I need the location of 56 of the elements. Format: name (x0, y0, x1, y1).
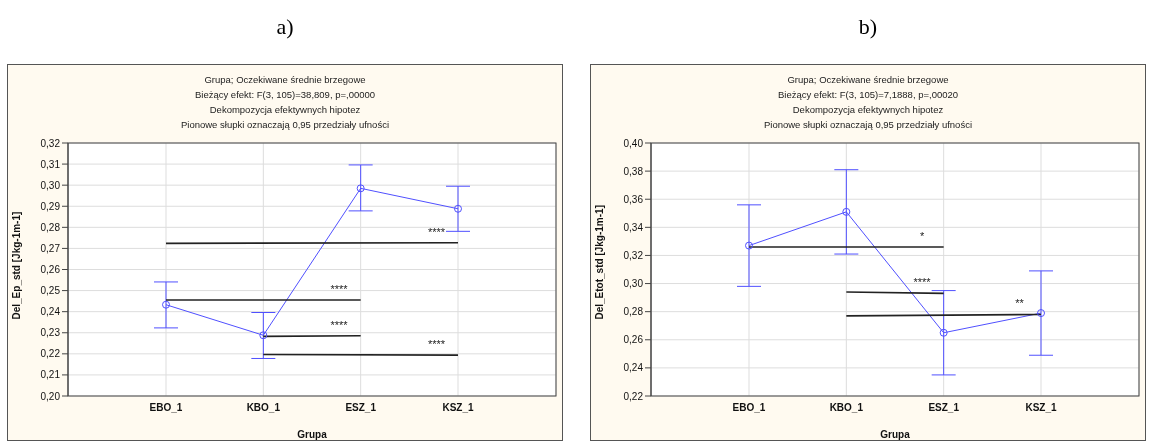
y-tick-label: 0,30 (40, 179, 61, 191)
point (259, 331, 268, 340)
annotation: **** (330, 283, 349, 296)
chart-title: Grupa; Oczekiwane średnie brzegowe (786, 73, 950, 87)
y-tick-label: 0,30 (623, 278, 644, 290)
annotation: ** (1015, 297, 1025, 310)
annotation: **** (913, 276, 932, 289)
x-tick-label: KBO_1 (829, 402, 864, 414)
y-tick-label: 0,25 (40, 285, 61, 297)
y-tick-label: 0,23 (40, 327, 61, 339)
y-tick-label: 0,24 (623, 362, 644, 374)
point (939, 328, 948, 337)
annotation: * (919, 230, 925, 243)
y-axis-title: Del_Etot_std [Jkg-1m-1] (593, 205, 605, 320)
y-tick-label: 0,40 (623, 137, 644, 149)
chart-subtitle: Bieżący efekt: F(3, 105)=38,809, p=,00000 Dekompozycja efektywnych hipotez Pionowe słupki oznaczają 0,95 przedziały ufności (179, 88, 391, 132)
x-tick-label: ESZ_1 (345, 402, 377, 414)
y-tick-label: 0,26 (623, 334, 644, 346)
point (842, 207, 851, 216)
point (356, 184, 365, 193)
point (454, 204, 462, 213)
y-axis-title: Del_Ep_std [Jkg-1m-1] (10, 211, 22, 320)
y-tick-label: 0,36 (623, 193, 644, 205)
y-tick-label: 0,27 (40, 242, 61, 254)
y-tick-label: 0,22 (623, 390, 644, 402)
x-tick-label: KSZ_1 (442, 402, 474, 414)
y-tick-label: 0,28 (40, 221, 61, 233)
y-tick-label: 0,38 (623, 165, 644, 177)
point (162, 300, 170, 309)
x-axis-title: Grupa (880, 429, 911, 440)
annotation: **** (427, 338, 446, 351)
y-tick-label: 0,32 (623, 249, 644, 261)
point (1037, 309, 1045, 318)
y-tick-label: 0,20 (40, 390, 61, 402)
x-tick-label: EBO_1 (149, 402, 183, 414)
text: a) (275, 14, 295, 40)
y-tick-label: 0,22 (40, 348, 61, 360)
text: b) (857, 14, 879, 40)
y-tick-label: 0,26 (40, 264, 61, 276)
x-tick-label: KBO_1 (246, 402, 281, 414)
x-tick-label: EBO_1 (732, 402, 766, 414)
y-tick-label: 0,28 (623, 306, 644, 318)
x-tick-label: ESZ_1 (928, 402, 960, 414)
x-tick-label: KSZ_1 (1025, 402, 1057, 414)
y-tick-label: 0,29 (40, 200, 61, 212)
x-axis-title: Grupa (297, 429, 328, 440)
annotation: **** (427, 225, 446, 238)
point (745, 241, 753, 250)
annotation: **** (330, 318, 349, 331)
y-tick-label: 0,21 (40, 369, 61, 381)
chart-title: Grupa; Oczekiwane średnie brzegowe (203, 73, 367, 87)
y-tick-label: 0,34 (623, 221, 644, 233)
y-tick-label: 0,24 (40, 306, 61, 318)
y-tick-label: 0,31 (40, 158, 61, 170)
chart-subtitle: Bieżący efekt: F(3, 105)=7,1888, p=,00020 Dekompozycja efektywnych hipotez Pionowe słupki oznaczają 0,95 przedziały ufności (762, 88, 974, 132)
y-tick-label: 0,32 (40, 137, 61, 149)
